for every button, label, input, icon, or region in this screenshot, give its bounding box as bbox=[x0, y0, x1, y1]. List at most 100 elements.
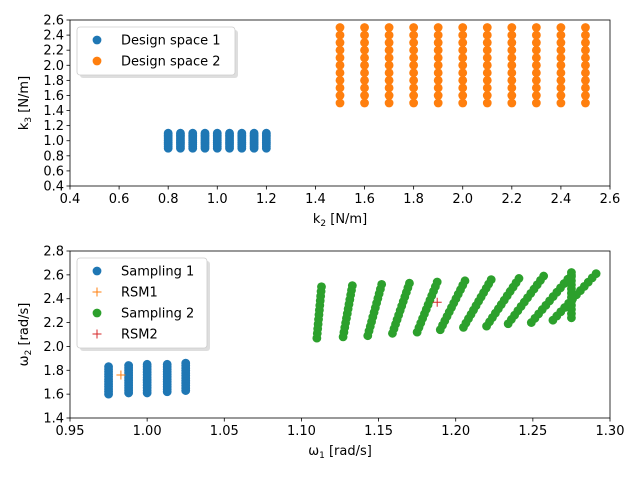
data-point bbox=[581, 23, 590, 32]
top-chart: 0.4 0.6 0.8 1.0 1.2 1.4 1.6 1.8 2.0 2.2 2.4 2.60.40… bbox=[17, 14, 620, 230]
x-tick-label: 2.0 bbox=[452, 192, 473, 207]
x-axis-label: k2 [N/m] bbox=[313, 212, 367, 229]
data-point bbox=[433, 45, 443, 55]
data-point bbox=[556, 75, 566, 85]
legend-label: Sampling 2 bbox=[121, 307, 194, 322]
x-tick-label: 2.6 bbox=[600, 192, 621, 207]
legend-entry: Sampling 2 bbox=[92, 307, 194, 322]
data-point bbox=[104, 362, 113, 372]
data-point bbox=[409, 53, 419, 63]
data-point bbox=[360, 38, 369, 48]
y-tick-label: 0.4 bbox=[43, 180, 64, 195]
data-point bbox=[409, 83, 419, 93]
data-point bbox=[514, 274, 524, 283]
series-0 bbox=[163, 128, 271, 153]
x-tick-label: 1.25 bbox=[518, 424, 547, 439]
data-point bbox=[531, 91, 541, 100]
data-point bbox=[507, 75, 517, 85]
data-point bbox=[433, 38, 443, 48]
data-point bbox=[482, 38, 492, 48]
y-tick-label: 1.6 bbox=[43, 388, 64, 403]
data-point bbox=[507, 53, 517, 63]
data-point bbox=[539, 271, 549, 281]
data-point bbox=[377, 280, 387, 289]
data-point bbox=[507, 38, 517, 48]
legend: Design space 1 Design space 2 bbox=[76, 26, 238, 78]
data-point bbox=[482, 30, 492, 40]
x-tick-label: 0.4 bbox=[60, 192, 81, 207]
y-tick-label: 2.0 bbox=[43, 340, 64, 355]
data-point bbox=[581, 38, 590, 48]
x-tick-label: 0.95 bbox=[56, 424, 85, 439]
y-tick-label: 2.2 bbox=[43, 44, 64, 59]
data-point bbox=[162, 359, 172, 369]
x-tick-label: 1.00 bbox=[133, 424, 162, 439]
x-tick-label: 1.8 bbox=[403, 192, 424, 207]
data-point bbox=[261, 128, 271, 138]
y-tick-label: 2.4 bbox=[43, 29, 64, 44]
data-point bbox=[384, 75, 394, 85]
data-point bbox=[482, 98, 492, 108]
y-axis-label: ω2 [rad/s] bbox=[17, 303, 34, 367]
y-tick-label: 1.4 bbox=[43, 104, 64, 119]
data-point bbox=[507, 98, 517, 108]
series-0 bbox=[104, 358, 191, 399]
data-point bbox=[556, 98, 566, 108]
data-point bbox=[360, 45, 369, 55]
data-point bbox=[335, 60, 345, 70]
data-point bbox=[458, 91, 468, 100]
data-point bbox=[360, 30, 369, 40]
data-point bbox=[409, 45, 419, 55]
data-point bbox=[335, 23, 345, 32]
data-point bbox=[200, 128, 210, 138]
data-point bbox=[176, 128, 185, 138]
y-tick-label: 0.8 bbox=[43, 149, 64, 164]
data-point bbox=[384, 98, 394, 108]
x-tick-label: 1.4 bbox=[305, 192, 326, 207]
data-point bbox=[335, 38, 345, 48]
data-point bbox=[317, 282, 326, 292]
y-tick-label: 2.2 bbox=[43, 316, 64, 331]
series-1 bbox=[116, 370, 126, 380]
data-point bbox=[531, 98, 541, 108]
data-point bbox=[458, 53, 468, 63]
data-point bbox=[225, 128, 234, 138]
data-point bbox=[482, 91, 492, 100]
data-point bbox=[581, 75, 590, 85]
data-point bbox=[433, 53, 443, 63]
y-tick-label: 2.0 bbox=[43, 59, 64, 74]
data-point bbox=[433, 60, 443, 70]
data-point bbox=[531, 45, 541, 55]
x-tick-label: 1.10 bbox=[287, 424, 316, 439]
data-point bbox=[433, 83, 443, 93]
data-point bbox=[335, 83, 345, 93]
data-point bbox=[116, 370, 126, 380]
data-point bbox=[567, 268, 576, 277]
legend-marker bbox=[92, 56, 102, 66]
data-point bbox=[335, 53, 345, 63]
data-point bbox=[581, 83, 590, 93]
data-point bbox=[556, 83, 566, 93]
legend-entry: RSM2 bbox=[92, 328, 158, 343]
y-tick-label: 2.6 bbox=[43, 268, 64, 283]
data-point bbox=[531, 53, 541, 63]
data-point bbox=[458, 23, 468, 32]
data-point bbox=[433, 75, 443, 85]
data-point bbox=[482, 60, 492, 70]
axes-frame bbox=[69, 250, 611, 419]
data-point bbox=[482, 68, 492, 78]
data-point bbox=[507, 60, 517, 70]
legend-entry: Design space 1 bbox=[92, 34, 221, 49]
data-point bbox=[432, 277, 442, 287]
x-tick-label: 2.2 bbox=[501, 192, 522, 207]
legend-box bbox=[76, 257, 208, 349]
data-point bbox=[591, 269, 601, 279]
x-tick-label: 2.4 bbox=[551, 192, 572, 207]
data-point bbox=[581, 53, 590, 63]
legend-marker bbox=[92, 329, 102, 339]
data-point bbox=[581, 45, 590, 55]
data-point bbox=[360, 53, 369, 63]
data-point bbox=[335, 68, 345, 78]
data-point bbox=[482, 75, 492, 85]
